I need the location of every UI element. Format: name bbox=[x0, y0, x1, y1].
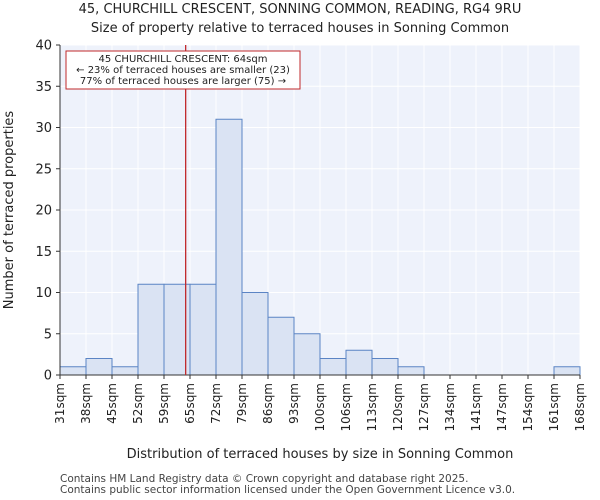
histogram-bar bbox=[267, 316, 295, 376]
chart-title: 45, CHURCHILL CRESCENT, SONNING COMMON, … bbox=[78, 2, 522, 17]
footer-licence: Contains public sector information licen… bbox=[60, 484, 516, 496]
histogram-bar bbox=[137, 283, 165, 376]
histogram-bar bbox=[319, 358, 347, 376]
histogram-bar bbox=[59, 366, 87, 376]
x-tick-label: 113sqm bbox=[365, 383, 379, 431]
y-tick-label: 40 bbox=[35, 39, 52, 54]
annotation-smaller: ← 23% of terraced houses are smaller (23… bbox=[76, 65, 290, 76]
y-tick-label: 25 bbox=[35, 162, 52, 177]
histogram-bar bbox=[111, 366, 139, 376]
histogram-bar bbox=[345, 349, 373, 376]
histogram-bar bbox=[553, 366, 581, 376]
x-tick-label: 141sqm bbox=[469, 383, 483, 431]
x-tick-label: 100sqm bbox=[313, 383, 327, 431]
y-tick-label: 10 bbox=[35, 286, 52, 301]
histogram-bar bbox=[85, 358, 113, 376]
x-tick-label: 161sqm bbox=[547, 383, 561, 431]
y-axis-label: Number of terraced properties bbox=[2, 111, 17, 310]
histogram-bar bbox=[241, 292, 269, 376]
y-tick-label: 35 bbox=[35, 80, 52, 95]
histogram-bar bbox=[397, 366, 425, 376]
annotation-title: 45 CHURCHILL CRESCENT: 64sqm bbox=[99, 54, 268, 65]
x-tick-label: 134sqm bbox=[443, 383, 457, 431]
x-tick-label: 86sqm bbox=[261, 383, 275, 424]
x-tick-label: 31sqm bbox=[53, 383, 67, 424]
x-tick-label: 72sqm bbox=[209, 383, 223, 424]
x-tick-label: 168sqm bbox=[573, 383, 587, 431]
x-axis-label: Distribution of terraced houses by size … bbox=[127, 447, 514, 462]
y-tick-label: 20 bbox=[35, 204, 52, 219]
x-tick-label: 59sqm bbox=[157, 383, 171, 424]
y-tick-label: 5 bbox=[44, 327, 52, 342]
y-tick-label: 15 bbox=[35, 245, 52, 260]
annotation-box bbox=[65, 50, 301, 90]
x-tick-label: 45sqm bbox=[105, 383, 119, 424]
histogram-bar bbox=[189, 283, 217, 376]
x-tick-label: 127sqm bbox=[417, 383, 431, 431]
footer-copyright: Contains HM Land Registry data © Crown c… bbox=[60, 473, 469, 485]
y-tick-label: 0 bbox=[44, 369, 52, 384]
x-tick-label: 52sqm bbox=[131, 383, 145, 424]
x-tick-label: 93sqm bbox=[287, 383, 301, 424]
x-tick-label: 147sqm bbox=[495, 383, 509, 431]
x-tick-label: 65sqm bbox=[183, 383, 197, 424]
x-tick-label: 38sqm bbox=[79, 383, 93, 424]
x-tick-label: 106sqm bbox=[339, 383, 353, 431]
x-tick-label: 120sqm bbox=[391, 383, 405, 431]
histogram-bar bbox=[215, 118, 243, 376]
x-tick-label: 79sqm bbox=[235, 383, 249, 424]
chart-subtitle: Size of property relative to terraced ho… bbox=[90, 21, 510, 36]
x-tick-label: 154sqm bbox=[521, 383, 535, 431]
histogram-bar bbox=[371, 358, 399, 376]
histogram-bar bbox=[293, 333, 321, 376]
y-tick-label: 30 bbox=[35, 121, 52, 136]
annotation-larger: 77% of terraced houses are larger (75) → bbox=[80, 76, 286, 87]
